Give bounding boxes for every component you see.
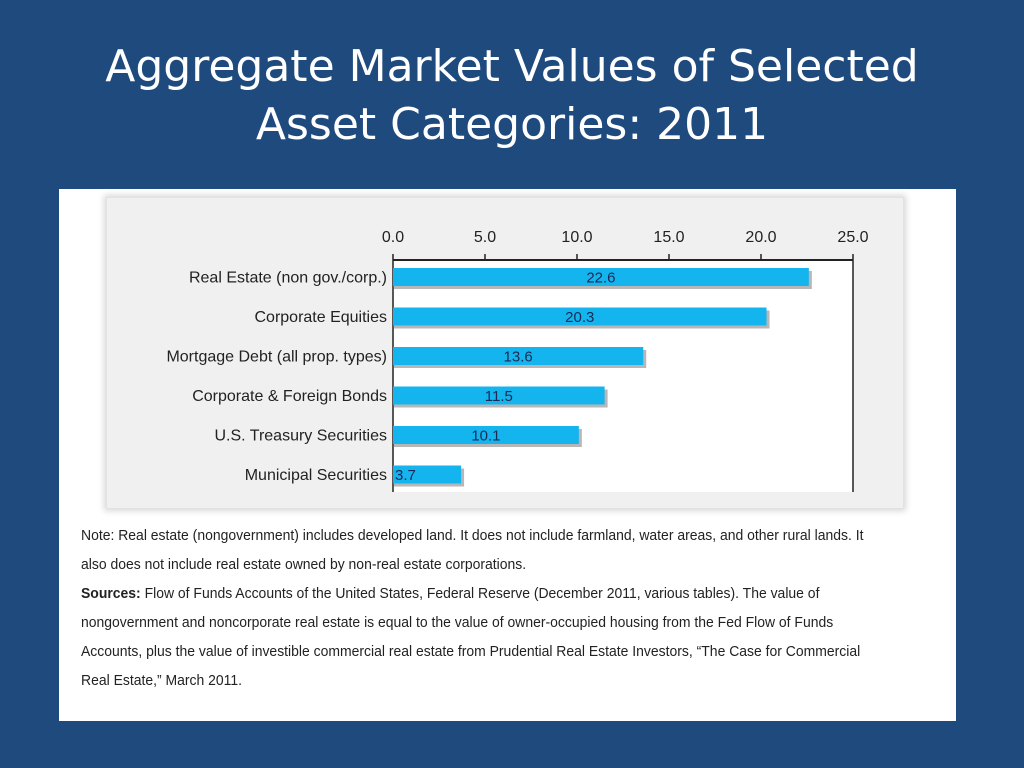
bar-2 [393, 347, 644, 365]
bar-1 [393, 307, 767, 326]
category-label-0: Real Estate (non gov./corp.) [189, 270, 387, 287]
note-paragraph: Note: Real estate (nongovernment) includ… [81, 521, 881, 579]
x-tick-label-3: 15.0 [653, 229, 684, 246]
x-tick-label-1: 5.0 [474, 229, 496, 246]
content-panel: 0.0 5.0 10.0 15.0 20.0 25.0 Real Estate (non g… [59, 189, 956, 721]
sources-text: Flow of Funds Accounts of the United Sta… [81, 585, 861, 689]
bar-3 [393, 386, 605, 405]
x-tick-label-0: 0.0 [382, 229, 404, 246]
bar-0 [393, 268, 809, 286]
chart-frame: 0.0 5.0 10.0 15.0 20.0 25.0 Real Estate (non g… [106, 197, 904, 509]
bar-5 [393, 465, 462, 484]
value-label-3: 11.5 [485, 388, 513, 405]
value-label-4: 10.1 [471, 428, 500, 445]
category-label-3: Corporate & Foreign Bonds [192, 388, 387, 405]
x-tick-label-2: 10.0 [561, 229, 592, 246]
slide-title-line-2: Asset Categories: 2011 [255, 99, 769, 150]
value-label-5: 3.7 [395, 467, 416, 484]
sources-paragraph: Sources: Flow of Funds Accounts of the U… [81, 579, 881, 695]
note-text: Real estate (nongovernment) includes dev… [81, 527, 864, 573]
slide-title-line-1: Aggregate Market Values of Selected [105, 41, 919, 92]
category-label-2: Mortgage Debt (all prop. types) [166, 349, 387, 366]
sources-label: Sources: [81, 585, 141, 602]
chart-notes: Note: Real estate (nongovernment) includ… [81, 521, 881, 695]
value-label-1: 20.3 [565, 309, 594, 326]
value-label-2: 13.6 [504, 349, 533, 366]
plot-area [393, 260, 853, 492]
slide-title: Aggregate Market Values of Selected Asse… [0, 38, 1024, 154]
x-tick-label-5: 25.0 [837, 229, 868, 246]
x-tick-label-4: 20.0 [745, 229, 776, 246]
bar-4 [393, 426, 579, 444]
bar-chart: 0.0 5.0 10.0 15.0 20.0 25.0 Real Estate (non g… [166, 229, 869, 492]
value-label-0: 22.6 [586, 270, 615, 287]
category-label-4: U.S. Treasury Securities [215, 428, 388, 445]
category-label-1: Corporate Equities [254, 309, 387, 326]
category-label-5: Municipal Securities [245, 467, 387, 484]
note-label: Note: [81, 527, 115, 544]
